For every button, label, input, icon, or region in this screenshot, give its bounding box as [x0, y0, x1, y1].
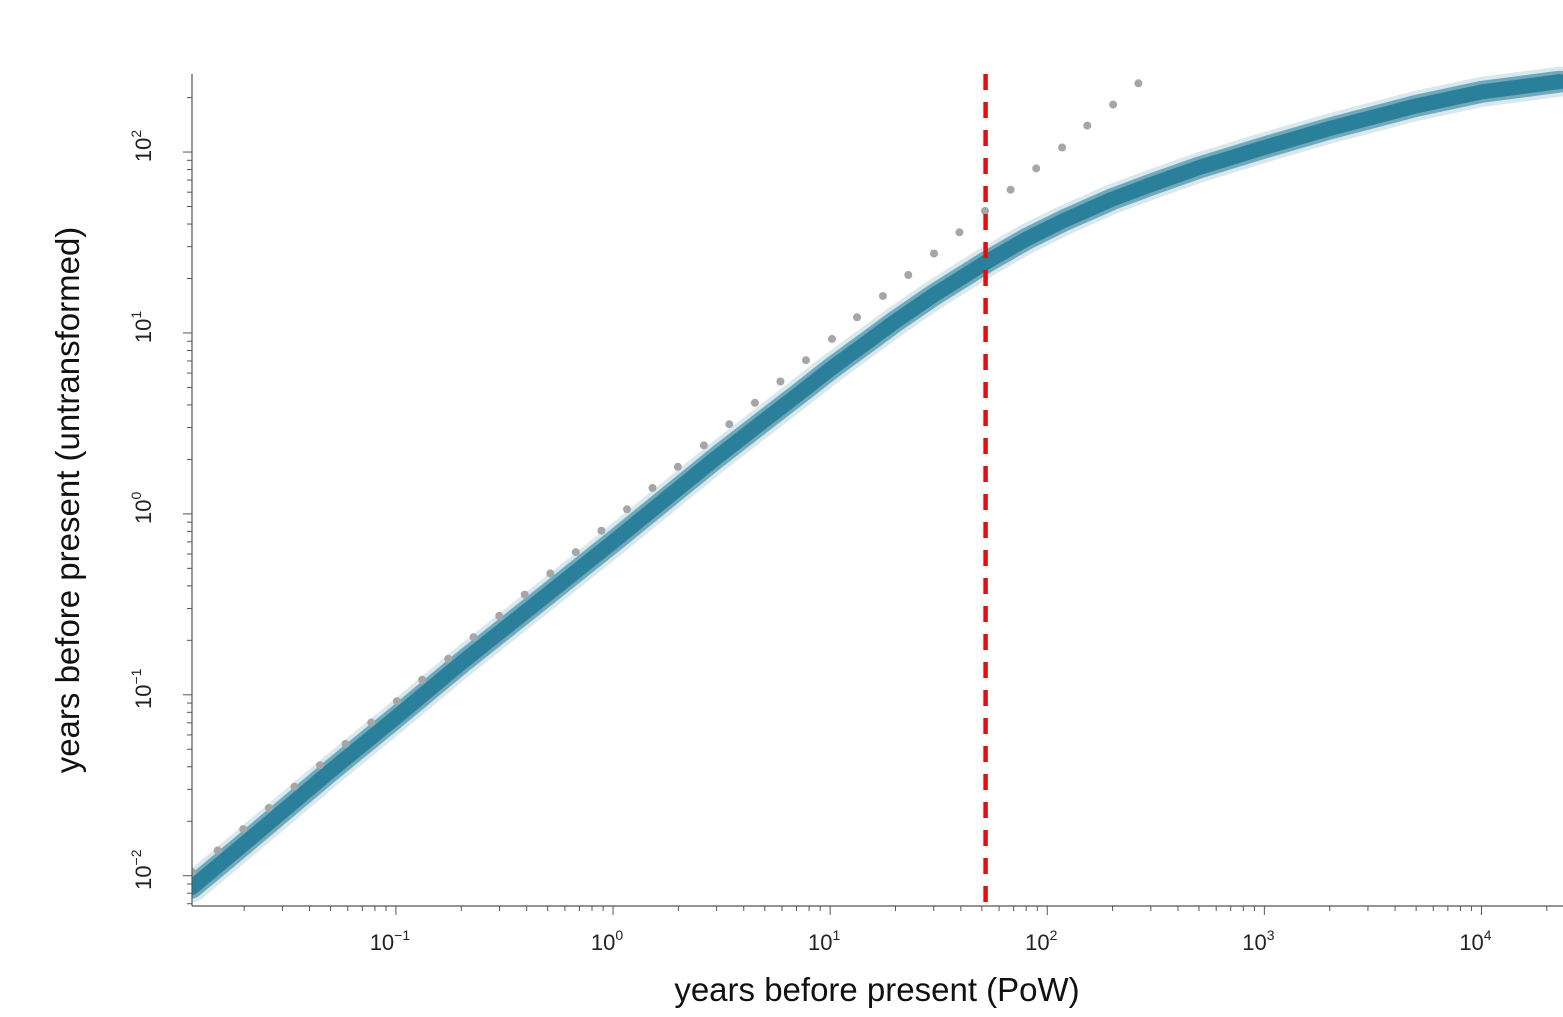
reference-point — [1109, 100, 1118, 109]
reference-point — [213, 846, 222, 855]
reference-point — [444, 654, 453, 663]
reference-point — [802, 356, 810, 365]
reference-point — [571, 548, 580, 557]
reference-point — [878, 292, 887, 300]
x-tick-label: 104 — [1459, 927, 1491, 955]
reference-point — [546, 569, 555, 578]
reference-point — [904, 271, 913, 279]
band-series — [192, 66, 1563, 903]
reference-point — [853, 313, 861, 322]
reference-point — [192, 867, 196, 876]
reference-point — [699, 441, 708, 450]
reference-point — [392, 697, 401, 706]
reference-point — [1083, 121, 1092, 130]
reference-point — [495, 611, 504, 620]
x-tick-label: 103 — [1242, 927, 1274, 955]
x-tick-label: 102 — [1025, 927, 1057, 955]
x-axis-title: years before present (PoW) — [674, 971, 1079, 1008]
y-tick-label: 100 — [128, 492, 156, 524]
reference-point — [418, 675, 427, 684]
reference-point — [1032, 164, 1041, 173]
reference-point — [316, 761, 324, 770]
reference-point — [930, 249, 938, 258]
band-core — [192, 74, 1563, 895]
reference-point — [1058, 143, 1067, 152]
reference-point — [725, 420, 734, 429]
reference-point — [520, 590, 529, 599]
reference-point — [290, 782, 299, 791]
reference-point — [673, 462, 682, 471]
x-tick-label: 101 — [808, 927, 840, 955]
y-tick-label: 102 — [128, 130, 156, 162]
reference-point — [776, 377, 785, 386]
x-tick-label: 10−1 — [370, 927, 411, 955]
reference-point — [955, 228, 964, 237]
reference-point — [981, 207, 989, 215]
y-tick-label: 10−1 — [128, 668, 156, 709]
reference-point — [648, 484, 657, 492]
y-tick-label: 101 — [128, 311, 156, 343]
axes: 10−1 100 101 102 103 104 10−2 10−1 100 101 102 — [128, 74, 1563, 955]
x-tick-label: 100 — [591, 927, 623, 955]
reference-point — [1134, 79, 1143, 88]
reference-point — [341, 739, 350, 748]
y-tick-label: 10−2 — [128, 849, 156, 890]
band-body — [192, 70, 1563, 899]
reference-point — [367, 718, 376, 727]
y-axis-title: years before present (untransformed) — [49, 227, 86, 774]
reference-point — [239, 825, 248, 834]
reference-point — [597, 526, 606, 535]
reference-points-series — [192, 79, 1143, 876]
reference-point — [264, 803, 273, 812]
reference-point — [469, 633, 478, 642]
reference-point — [828, 334, 836, 343]
band-halo — [192, 66, 1563, 903]
reference-point — [750, 398, 759, 407]
reference-point — [623, 505, 631, 514]
reference-point — [1006, 185, 1015, 194]
